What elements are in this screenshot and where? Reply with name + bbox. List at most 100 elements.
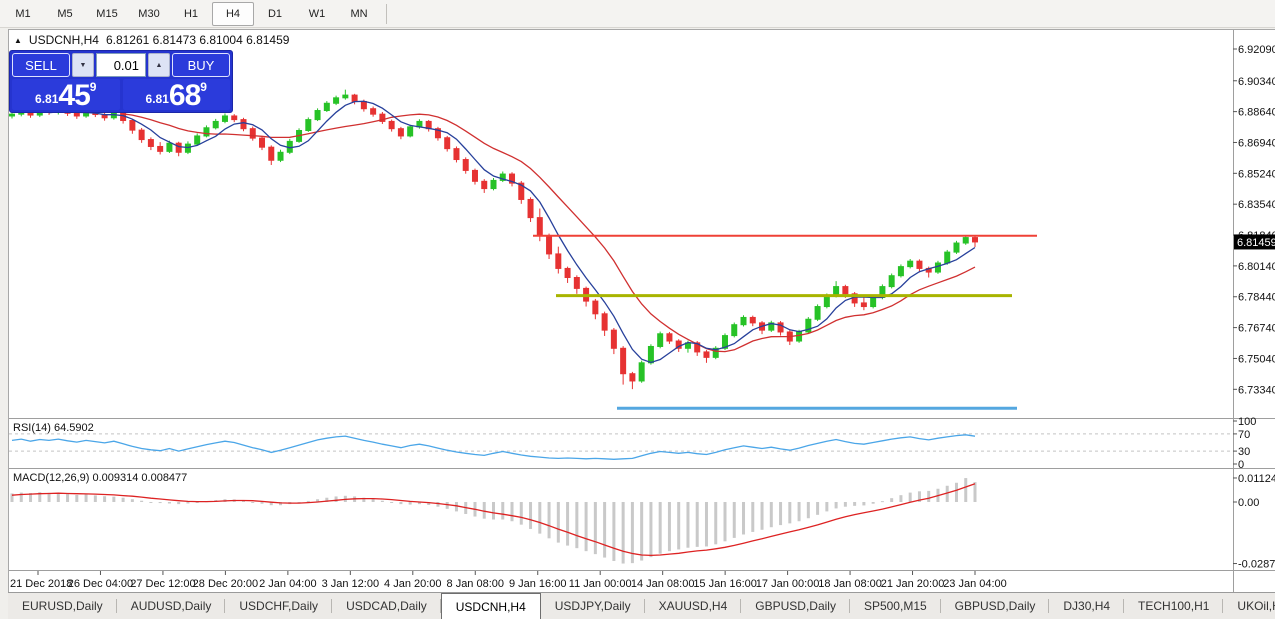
timeframe-button-w1[interactable]: W1 bbox=[308, 7, 326, 20]
candle bbox=[490, 179, 497, 190]
chart-tab-sp500-m15[interactable]: SP500,M15 bbox=[850, 593, 941, 619]
svg-text:8 Jan 08:00: 8 Jan 08:00 bbox=[447, 578, 505, 590]
candle bbox=[231, 115, 238, 121]
candle bbox=[564, 267, 571, 279]
buy-price-button[interactable]: 6.81 68 9 bbox=[122, 79, 230, 111]
chart-tab-gbpusd-daily[interactable]: GBPUSD,Daily bbox=[941, 593, 1050, 619]
lot-decrease-button[interactable]: ▼ bbox=[72, 53, 94, 77]
chart-tab-dj30-h4[interactable]: DJ30,H4 bbox=[1049, 593, 1124, 619]
macd-signal-line bbox=[11, 483, 976, 557]
candle bbox=[444, 137, 451, 150]
timeframe-button-h1[interactable]: H1 bbox=[183, 7, 199, 20]
chart-ohlc: 6.81261 6.81473 6.81004 6.81459 bbox=[105, 33, 290, 47]
macd-indicator-label: MACD(12,26,9) 0.009314 0.008477 bbox=[13, 472, 188, 484]
sell-price-prefix: 6.81 bbox=[35, 92, 59, 106]
svg-text:6.86940: 6.86940 bbox=[1238, 137, 1275, 149]
current-price-tag bbox=[1234, 234, 1275, 250]
candle bbox=[342, 94, 349, 99]
chart-title: ▲ USDCNH,H4 6.81261 6.81473 6.81004 6.81… bbox=[14, 33, 289, 47]
candle bbox=[870, 296, 877, 308]
svg-text:11 Jan 00:00: 11 Jan 00:00 bbox=[569, 578, 632, 590]
candle bbox=[221, 115, 228, 122]
svg-text:6.73340: 6.73340 bbox=[1238, 384, 1275, 396]
timeframe-button-m5[interactable]: M5 bbox=[57, 7, 73, 20]
candle bbox=[731, 324, 738, 337]
candle bbox=[277, 151, 284, 161]
lot-size-input[interactable] bbox=[96, 53, 146, 77]
candle bbox=[675, 340, 682, 349]
chart-tab-usdcad-daily[interactable]: USDCAD,Daily bbox=[332, 593, 441, 619]
candle bbox=[749, 316, 756, 324]
candle bbox=[138, 129, 145, 141]
svg-text:100: 100 bbox=[1238, 416, 1256, 428]
candle bbox=[647, 345, 654, 364]
collapse-triangle-icon[interactable]: ▲ bbox=[14, 35, 22, 45]
candle bbox=[657, 333, 664, 347]
buy-button[interactable]: BUY bbox=[172, 53, 230, 77]
svg-text:4 Jan 20:00: 4 Jan 20:00 bbox=[384, 578, 442, 590]
candle bbox=[259, 137, 266, 148]
chart-tab-usdchf-daily[interactable]: USDCHF,Daily bbox=[225, 593, 332, 619]
candle bbox=[203, 127, 210, 137]
svg-text:6.81459: 6.81459 bbox=[1237, 237, 1275, 249]
chart-tab-usdcnh-h4[interactable]: USDCNH,H4 bbox=[440, 593, 541, 619]
toolbar-separator bbox=[386, 3, 387, 24]
chart-tab-gbpusd-daily[interactable]: GBPUSD,Daily bbox=[741, 593, 850, 619]
timeframe-button-m1[interactable]: M1 bbox=[15, 7, 31, 20]
svg-text:-0.028797: -0.028797 bbox=[1238, 559, 1275, 571]
candle bbox=[175, 142, 182, 153]
candle bbox=[842, 286, 849, 295]
candle bbox=[462, 159, 469, 171]
candle bbox=[157, 145, 164, 152]
timeframe-button-h4[interactable]: H4 bbox=[212, 1, 254, 26]
timeframe-toolbar: M1 M5 M15 M30 H1 H4 D1 W1 MN bbox=[0, 0, 1275, 28]
macd-histogram bbox=[10, 478, 977, 564]
candle bbox=[536, 217, 543, 237]
candle bbox=[184, 143, 191, 153]
chart-tab-tech100-h1[interactable]: TECH100,H1 bbox=[1124, 593, 1224, 619]
candle bbox=[860, 302, 867, 308]
candle bbox=[768, 322, 775, 331]
timeframe-button-mn[interactable]: MN bbox=[350, 7, 368, 20]
candle bbox=[305, 119, 312, 131]
candle bbox=[814, 306, 821, 320]
candle bbox=[268, 146, 275, 161]
candle bbox=[212, 120, 219, 129]
svg-text:14 Jan 08:00: 14 Jan 08:00 bbox=[631, 578, 695, 590]
chart-tab-usdjpy-daily[interactable]: USDJPY,Daily bbox=[541, 593, 645, 619]
candle bbox=[953, 242, 960, 253]
svg-text:0.00: 0.00 bbox=[1238, 497, 1259, 509]
sell-price-button[interactable]: 6.81 45 9 bbox=[12, 79, 120, 111]
candle bbox=[379, 113, 386, 122]
svg-text:6.75040: 6.75040 bbox=[1238, 353, 1275, 365]
candle bbox=[555, 253, 562, 269]
candle bbox=[712, 347, 719, 358]
svg-text:9 Jan 16:00: 9 Jan 16:00 bbox=[509, 578, 567, 590]
timeframe-button-m30[interactable]: M30 bbox=[138, 7, 160, 20]
svg-text:0: 0 bbox=[1238, 459, 1244, 471]
timeframe-button-d1[interactable]: D1 bbox=[267, 7, 283, 20]
sell-price-pip: 9 bbox=[89, 80, 97, 94]
candle bbox=[434, 128, 441, 139]
timeframe-button-m15[interactable]: M15 bbox=[96, 7, 118, 20]
sell-button[interactable]: SELL bbox=[12, 53, 70, 77]
chart-tab-audusd-daily[interactable]: AUDUSD,Daily bbox=[117, 593, 226, 619]
lot-increase-button[interactable]: ▲ bbox=[148, 53, 170, 77]
candle bbox=[620, 347, 627, 375]
chart-tab-eurusd-daily[interactable]: EURUSD,Daily bbox=[8, 593, 117, 619]
svg-text:3 Jan 12:00: 3 Jan 12:00 bbox=[322, 578, 380, 590]
svg-text:26 Dec 04:00: 26 Dec 04:00 bbox=[68, 578, 133, 590]
candle bbox=[499, 173, 506, 181]
candle bbox=[638, 362, 645, 382]
buy-price-prefix: 6.81 bbox=[145, 92, 169, 106]
candle bbox=[397, 128, 404, 137]
svg-text:6.90340: 6.90340 bbox=[1238, 76, 1275, 88]
rsi-indicator-label: RSI(14) 64.5902 bbox=[13, 422, 94, 434]
chart-tab-ukoil-h1[interactable]: UKOil,H1 bbox=[1223, 593, 1275, 619]
chart-tab-xauusd-h4[interactable]: XAUUSD,H4 bbox=[645, 593, 742, 619]
chart-symbol: USDCNH,H4 bbox=[28, 33, 99, 47]
